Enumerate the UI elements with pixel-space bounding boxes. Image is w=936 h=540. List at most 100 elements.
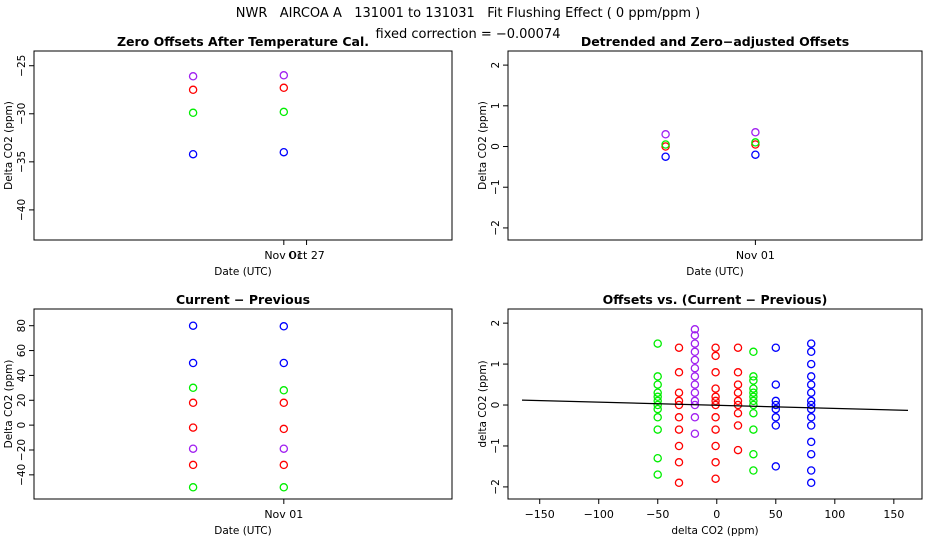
y-tick-label: −2 — [490, 479, 502, 494]
data-point-green — [34, 139, 41, 146]
data-point-purple — [279, 444, 289, 453]
plot-area — [521, 325, 909, 488]
data-point-green — [749, 449, 758, 459]
data-point-red — [711, 425, 720, 434]
data-point-blue — [806, 466, 816, 475]
y-tick-label: 1 — [490, 102, 502, 109]
data-point-blue — [8, 322, 15, 329]
data-point-blue — [279, 147, 289, 157]
y-tick-label: 2 — [490, 320, 502, 327]
data-point-red — [711, 458, 720, 467]
x-tick-label: −50 — [646, 508, 669, 521]
data-point-red — [674, 425, 684, 434]
data-point-red — [711, 343, 720, 352]
data-point-red — [674, 343, 684, 352]
data-point-blue — [806, 437, 816, 447]
data-point-green — [749, 347, 758, 357]
panel-title: Detrended and Zero−adjusted Offsets — [581, 34, 849, 49]
plot-area — [34, 86, 760, 162]
y-tick-label: −40 — [16, 464, 28, 486]
panel-frame — [33, 308, 453, 500]
panel-title: Offsets vs. (Current − Previous) — [603, 292, 828, 307]
data-point-purple — [34, 129, 41, 136]
data-point-red — [733, 400, 743, 410]
x-tick-label: Oct 27 — [288, 249, 325, 262]
data-point-blue — [771, 462, 781, 471]
data-point-green — [653, 413, 662, 422]
data-point-green — [749, 388, 758, 397]
data-point-purple — [690, 363, 700, 373]
fit-line — [521, 399, 909, 411]
data-point-purple — [690, 325, 700, 334]
data-point-red — [711, 368, 720, 377]
data-point-green — [751, 138, 760, 147]
data-point-red — [213, 139, 220, 146]
data-point-red — [279, 460, 289, 470]
panel-frame — [33, 50, 453, 241]
data-point-green — [749, 408, 758, 418]
y-tick-label: 40 — [16, 369, 28, 382]
data-point-red — [188, 423, 198, 432]
data-point-red — [674, 478, 684, 488]
data-point-green — [303, 127, 310, 134]
x-tick-label: Nov 01 — [264, 249, 303, 262]
data-point-purple — [690, 380, 700, 389]
y-tick-label: 2 — [490, 62, 502, 69]
plot-area — [188, 71, 289, 159]
data-point-blue — [771, 413, 781, 422]
data-point-red — [733, 445, 743, 455]
data-point-green — [653, 404, 662, 414]
data-point-blue — [771, 400, 781, 410]
y-tick-label: −25 — [16, 55, 28, 77]
data-point-blue — [393, 155, 400, 162]
data-point-blue — [771, 380, 781, 389]
x-tick-label: −150 — [525, 508, 555, 521]
panel-frame — [507, 308, 923, 500]
data-point-blue — [806, 449, 816, 459]
data-point-green — [749, 384, 758, 393]
data-point-red — [711, 474, 720, 483]
data-point-green — [653, 396, 662, 406]
y-tick-label: 0 — [490, 143, 502, 150]
data-point-green — [279, 107, 289, 117]
data-point-red — [711, 396, 720, 406]
data-point-purple — [690, 413, 700, 422]
data-point-blue — [661, 152, 670, 161]
chart-subtitle: fixed correction = −0.00074 — [375, 27, 561, 42]
data-point-blue — [806, 396, 816, 406]
data-point-red — [674, 441, 684, 451]
data-point-red — [188, 85, 198, 95]
data-point-blue — [279, 358, 289, 368]
panel-title: Zero Offsets After Temperature Cal. — [117, 34, 369, 49]
data-point-blue — [188, 358, 198, 368]
data-point-red — [674, 388, 684, 397]
y-axis-label: Delta CO2 (ppm) — [3, 101, 15, 190]
data-point-green — [653, 470, 662, 479]
data-point-purple — [690, 347, 700, 357]
data-point-purple — [690, 372, 700, 381]
data-point-red — [393, 139, 400, 146]
y-tick-label: −20 — [16, 439, 28, 461]
data-point-red — [303, 135, 310, 142]
data-point-green — [188, 383, 198, 393]
data-point-purple — [213, 125, 220, 132]
chart-panel-current-previous: Current − Previous Date (UTC) Delta CO2 (p… — [3, 292, 453, 537]
data-point-green — [123, 137, 130, 144]
data-point-purple — [690, 331, 700, 340]
panel-title: Current − Previous — [176, 292, 310, 307]
data-point-red — [733, 343, 743, 352]
x-axis-label: Date (UTC) — [214, 525, 271, 537]
y-tick-label: −30 — [16, 103, 28, 125]
data-point-green — [393, 135, 400, 142]
data-point-green — [749, 466, 758, 475]
data-point-blue — [34, 149, 41, 156]
chart-panel-zero-offsets: Zero Offsets After Temperature Cal. Date … — [3, 34, 453, 278]
data-point-red — [123, 143, 130, 150]
y-axis-label: Delta CO2 (ppm) — [3, 360, 15, 449]
data-point-blue — [771, 404, 781, 414]
data-point-purple — [303, 86, 310, 93]
x-tick-label: 50 — [769, 508, 783, 521]
data-point-green — [653, 339, 662, 348]
data-point-purple — [661, 130, 670, 139]
y-tick-label: −1 — [490, 179, 502, 194]
